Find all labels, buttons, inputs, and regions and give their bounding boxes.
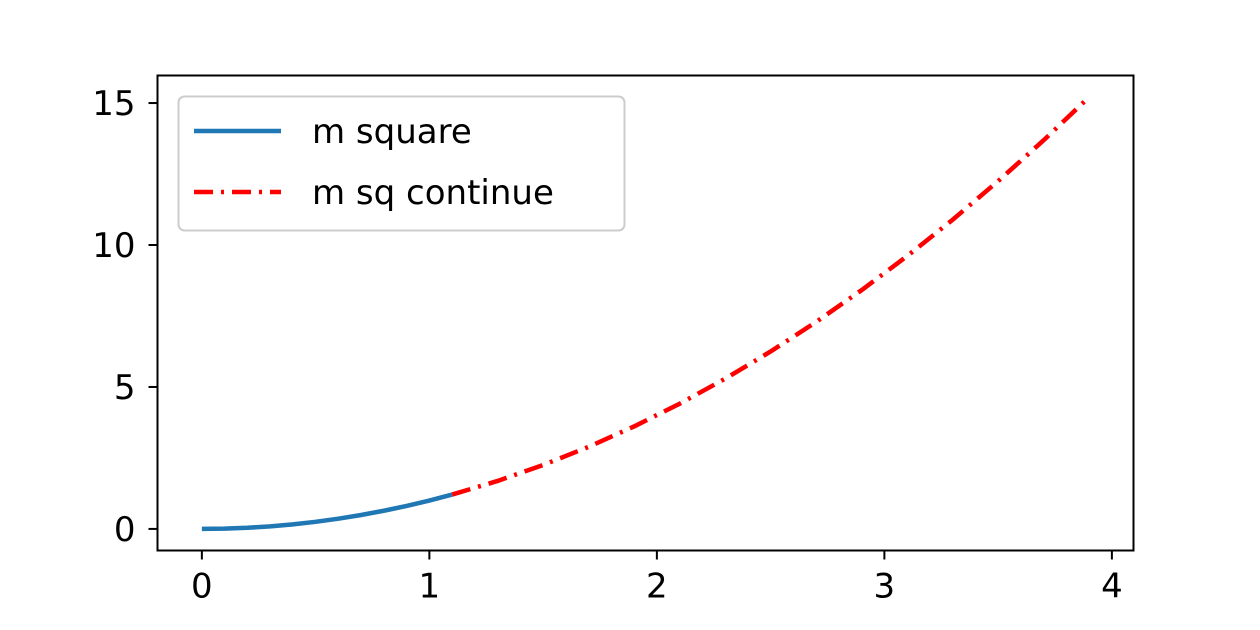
- y-tick-label: 10: [92, 226, 135, 266]
- y-tick-label: 5: [114, 368, 136, 408]
- x-tick-label: 1: [419, 567, 441, 607]
- legend-label-2: m sq continue: [312, 173, 554, 213]
- x-tick-label: 0: [191, 567, 213, 607]
- legend: m square m sq continue: [177, 95, 626, 232]
- y-tick-label: 0: [114, 510, 136, 550]
- axis-ticks: 0 1 2 3 4 0 5 10 15: [92, 84, 1122, 606]
- series-line-2: [451, 95, 1091, 497]
- x-tick-label: 2: [646, 567, 668, 607]
- series-lines: [201, 95, 1091, 532]
- x-tick-label: 3: [874, 567, 896, 607]
- legend-box: [177, 95, 626, 232]
- x-tick-label: 4: [1101, 567, 1123, 607]
- plot-area-frame: [156, 74, 1135, 552]
- y-tick-label: 15: [92, 84, 135, 124]
- series-line-1: [201, 492, 453, 532]
- legend-label-1: m square: [312, 112, 472, 152]
